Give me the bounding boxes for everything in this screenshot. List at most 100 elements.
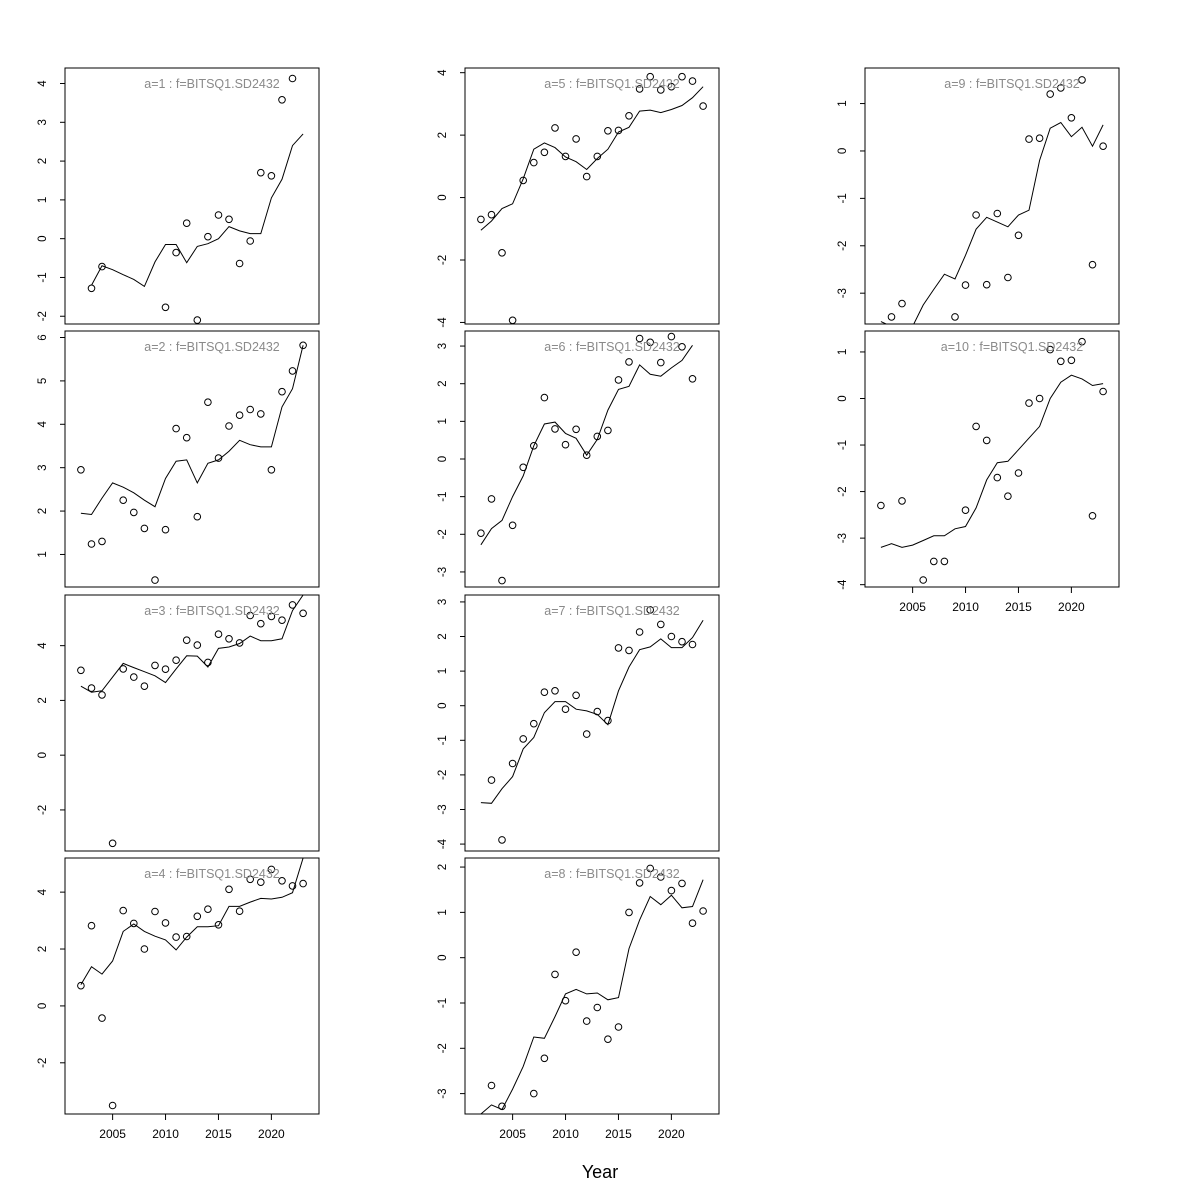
y-tick-label: 2 <box>437 864 449 870</box>
observed-point <box>530 719 538 728</box>
fitted-line <box>80 595 304 693</box>
observed-point <box>288 367 297 375</box>
observed-point <box>582 172 591 181</box>
observed-point <box>257 878 265 887</box>
observed-point <box>214 921 223 929</box>
observed-point <box>678 343 686 351</box>
observed-point <box>657 873 665 881</box>
x-tick-label: 2015 <box>1005 600 1032 614</box>
y-tick-label: 0 <box>437 194 449 200</box>
observed-point <box>678 637 686 646</box>
observed-point <box>487 210 496 219</box>
observed-point <box>267 172 276 180</box>
y-tick-label: -3 <box>837 288 849 298</box>
observed-point <box>278 616 286 625</box>
observed-point <box>498 576 506 585</box>
y-tick-label: -2 <box>437 1043 449 1053</box>
y-tick-label: 3 <box>437 599 449 605</box>
y-tick-label: 0 <box>37 752 49 758</box>
observed-point <box>87 921 96 930</box>
observed-point <box>625 358 633 366</box>
observed-point <box>593 1003 602 1012</box>
observed-point <box>87 540 96 548</box>
observed-point <box>1057 357 1065 366</box>
observed-point <box>646 864 655 873</box>
y-tick-label: -4 <box>437 317 449 328</box>
observed-point <box>172 248 180 257</box>
observed-point <box>561 440 570 449</box>
x-tick-label: 2010 <box>952 600 979 614</box>
observed-point <box>108 839 117 848</box>
panel-title: a=8 : f=BITSQ1.SD2432 <box>544 867 680 881</box>
observed-point <box>1067 114 1076 122</box>
observed-point <box>225 635 233 643</box>
observed-point <box>614 1023 623 1031</box>
observed-point <box>487 776 496 784</box>
panel-title: a=5 : f=BITSQ1.SD2432 <box>544 77 680 91</box>
y-tick-label: 4 <box>37 888 49 895</box>
observed-point <box>688 640 697 649</box>
fitted-line <box>91 133 304 288</box>
x-tick-label: 2020 <box>258 1127 285 1141</box>
observed-point <box>119 906 127 915</box>
observed-point <box>182 932 191 941</box>
observed-point <box>267 466 276 474</box>
observed-point <box>193 912 202 921</box>
x-tick-label: 2005 <box>99 1127 126 1141</box>
observed-point <box>572 948 580 957</box>
observed-point <box>625 908 633 917</box>
observed-point <box>161 303 170 312</box>
panel-a6: -3 -2 -1 0 1 2 3 a=6 : f=BITSQ1.SD2432 <box>437 330 720 588</box>
observed-point <box>267 865 276 874</box>
y-tick-label: 1 <box>837 349 849 355</box>
observed-point <box>1078 76 1086 84</box>
panel-a4: -2 0 2 4 2005 2010 2015 2020 a=4 : f=BITSQ1.SD24… <box>37 857 320 1141</box>
panel-a7: -4 -3 -2 -1 0 1 2 3 a=7 : f=BITSQ1.SD2432 <box>437 594 720 852</box>
observed-point <box>993 473 1002 482</box>
observed-point <box>699 102 707 110</box>
y-tick-label: 0 <box>37 1003 49 1009</box>
observed-point <box>225 215 233 224</box>
observed-point <box>278 387 286 396</box>
observed-point <box>530 1089 538 1098</box>
y-tick-label: 0 <box>837 148 849 154</box>
observed-point <box>877 501 885 510</box>
panel-a2: 1 2 3 4 5 6 a=2 : f=BITSQ1.SD2432 <box>37 330 320 588</box>
observed-point <box>246 237 254 245</box>
observed-point <box>204 658 212 667</box>
observed-point <box>235 411 244 420</box>
observed-point <box>87 684 96 692</box>
observed-point <box>561 705 570 714</box>
y-tick-label: -1 <box>437 998 449 1008</box>
observed-point <box>1035 134 1044 142</box>
observed-point <box>299 341 307 350</box>
observed-point <box>130 508 138 517</box>
observed-point <box>257 168 265 177</box>
observed-point <box>1088 260 1097 269</box>
fitted-line <box>480 345 693 546</box>
y-tick-label: 2 <box>37 697 49 703</box>
panel-a5: -4 -2 0 2 4 a=5 : f=BITSQ1.SD2432 <box>437 67 720 328</box>
observed-point <box>130 673 138 681</box>
y-tick-label: 0 <box>837 395 849 401</box>
observed-point <box>193 512 202 521</box>
panel-title: a=3 : f=BITSQ1.SD2432 <box>144 604 280 618</box>
y-tick-label: 1 <box>37 551 49 557</box>
observed-point <box>182 219 191 227</box>
y-tick-label: 3 <box>37 464 49 470</box>
x-tick-label: 2010 <box>552 1127 579 1141</box>
y-tick-label: -2 <box>437 529 449 539</box>
observed-point <box>667 82 676 91</box>
observed-point <box>604 716 612 725</box>
observed-point <box>151 907 159 916</box>
panel-title: a=6 : f=BITSQ1.SD2432 <box>544 340 680 354</box>
y-tick-label: 1 <box>437 668 449 674</box>
observed-point <box>625 112 633 120</box>
observed-point <box>1057 84 1065 92</box>
observed-point <box>108 1101 117 1110</box>
observed-point <box>982 280 991 289</box>
y-tick-label: -2 <box>837 486 849 496</box>
observed-point <box>487 495 496 503</box>
plot-frame <box>64 67 320 325</box>
y-tick-label: -2 <box>437 770 449 780</box>
